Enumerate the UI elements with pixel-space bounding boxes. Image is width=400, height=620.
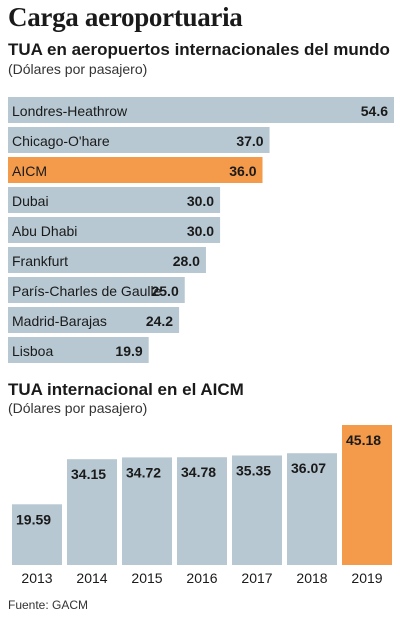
column-value-label: 34.15 — [71, 466, 106, 482]
chart2-title: TUA internacional en el AICM — [8, 380, 244, 399]
bar-group: Dubai 30.0 — [8, 187, 221, 213]
bar — [8, 337, 149, 363]
bar-value-label: 30.0 — [187, 223, 214, 239]
bar-group: Londres-Heathrow 54.6 — [8, 97, 394, 123]
page-title: Carga aeroportuaria — [8, 2, 243, 32]
bar-value-label: 24.2 — [146, 313, 173, 329]
year-tick-label: 2018 — [296, 570, 327, 586]
bar-category-label: Frankfurt — [12, 253, 68, 269]
column-group: 34.72 2015 — [122, 457, 172, 586]
bar — [8, 97, 394, 123]
column-value-label: 34.78 — [181, 464, 216, 480]
bar — [8, 187, 221, 213]
bar-category-label: Londres-Heathrow — [12, 103, 128, 119]
column-value-label: 45.18 — [346, 432, 381, 448]
bar-category-label: Chicago-O'hare — [12, 133, 110, 149]
column — [342, 425, 392, 565]
column-group: 36.07 2018 — [287, 453, 337, 586]
bar-group: AICM 36.0 — [8, 157, 263, 183]
bar — [8, 127, 270, 153]
column — [287, 453, 337, 565]
bar-category-label: París-Charles de Gaulle — [12, 283, 162, 299]
chart1-unit: (Dólares por pasajero) — [8, 61, 148, 77]
column — [177, 457, 227, 565]
bar-category-label: Dubai — [12, 193, 49, 209]
bar-category-label: AICM — [12, 163, 47, 179]
bar-group: Abu Dhabi 30.0 — [8, 217, 221, 243]
bar-group: Lisboa 19.9 — [8, 337, 149, 363]
bar-category-label: Abu Dhabi — [12, 223, 77, 239]
bar-value-label: 25.0 — [151, 283, 178, 299]
year-tick-label: 2019 — [351, 570, 382, 586]
bar — [8, 217, 221, 243]
column-group: 45.18 2019 — [342, 425, 392, 586]
bar-group: Frankfurt 28.0 — [8, 247, 206, 273]
bar-value-label: 37.0 — [236, 133, 263, 149]
source-note: Fuente: GACM — [8, 598, 89, 612]
chart1-title: TUA en aeropuertos internacionales del m… — [8, 40, 390, 59]
column-value-label: 19.59 — [16, 511, 51, 527]
column-value-label: 34.72 — [126, 464, 161, 480]
bar — [8, 277, 185, 303]
column — [232, 455, 282, 565]
chart2-unit: (Dólares por pasajero) — [8, 400, 148, 416]
bar-group: Madrid-Barajas 24.2 — [8, 307, 180, 333]
column-group: 34.15 2014 — [67, 459, 117, 586]
column — [67, 459, 117, 565]
year-tick-label: 2015 — [131, 570, 162, 586]
bar — [8, 307, 180, 333]
year-tick-label: 2014 — [76, 570, 107, 586]
column — [122, 457, 172, 565]
column-group: 19.59 2013 — [12, 504, 62, 586]
bar-value-label: 19.9 — [115, 343, 142, 359]
bar-category-label: Lisboa — [12, 343, 53, 359]
year-tick-label: 2016 — [186, 570, 217, 586]
bar-group: Chicago-O'hare 37.0 — [8, 127, 270, 153]
bar-value-label: 30.0 — [187, 193, 214, 209]
column-value-label: 35.35 — [236, 462, 271, 478]
column-value-label: 36.07 — [291, 460, 326, 476]
column — [12, 504, 62, 565]
bar-category-label: Madrid-Barajas — [12, 313, 107, 329]
bar-value-label: 54.6 — [361, 103, 388, 119]
bar — [8, 247, 206, 273]
horizontal-bar-chart: Londres-Heathrow 54.6 Chicago-O'hare 37.0 AI… — [8, 97, 394, 363]
bar-value-label: 28.0 — [173, 253, 200, 269]
bar — [8, 157, 263, 183]
year-tick-label: 2017 — [241, 570, 272, 586]
column-group: 34.78 2016 — [177, 457, 227, 586]
bar-value-label: 36.0 — [229, 163, 256, 179]
column-group: 35.35 2017 — [232, 455, 282, 586]
vertical-bar-chart: 19.59 2013 34.15 2014 34.72 2015 34.78 2016 35.3… — [12, 425, 392, 586]
year-tick-label: 2013 — [21, 570, 52, 586]
